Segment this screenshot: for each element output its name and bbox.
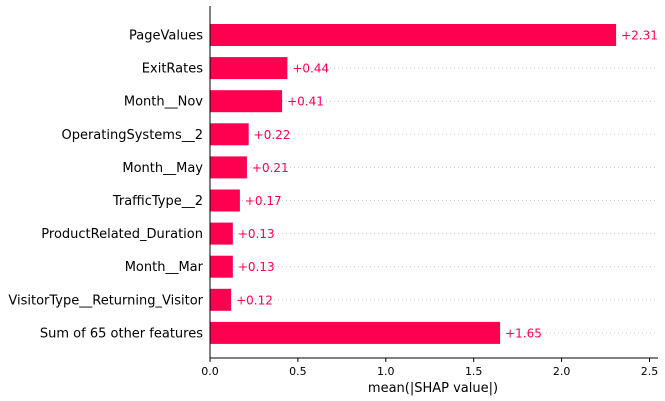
category-label-8: VisitorType__Returning_Visitor (8, 293, 203, 308)
value-label-9: +1.65 (505, 326, 542, 340)
bar-layer (210, 24, 617, 344)
category-label-7: Month__Mar (125, 260, 204, 275)
bar-6 (210, 222, 233, 245)
value-label-5: +0.17 (245, 194, 282, 208)
bar-3 (210, 123, 249, 146)
category-label-9: Sum of 65 other features (40, 326, 203, 341)
x-tick-label: 1.5 (465, 365, 483, 378)
category-label-4: Month__May (122, 161, 203, 176)
x-tick-label: 2.0 (553, 365, 571, 378)
value-label-3: +0.22 (254, 128, 291, 142)
value-label-7: +0.13 (238, 260, 275, 274)
bar-2 (210, 90, 283, 113)
bar-1 (210, 57, 288, 80)
x-tick-label: 0.5 (289, 365, 307, 378)
category-label-layer: PageValues ExitRates Month__Nov OperatingSy… (8, 29, 203, 342)
value-label-6: +0.13 (238, 227, 275, 241)
value-label-8: +0.12 (236, 293, 273, 307)
x-tick-label: 1.0 (377, 365, 395, 378)
category-label-5: TrafficType__2 (112, 194, 203, 209)
category-label-0: PageValues (129, 29, 203, 44)
bar-0 (210, 24, 617, 46)
x-tick-label: 2.5 (641, 365, 659, 378)
value-label-4: +0.21 (252, 161, 289, 175)
bar-9 (210, 321, 501, 344)
value-label-1: +0.44 (292, 62, 329, 76)
bar-5 (210, 189, 240, 212)
category-label-3: OperatingSystems__2 (61, 128, 203, 143)
bar-8 (210, 288, 232, 311)
category-label-2: Month__Nov (124, 95, 203, 110)
bar-4 (210, 156, 247, 179)
x-axis-title: mean(|SHAP value|) (368, 381, 498, 396)
value-label-0: +2.31 (621, 29, 658, 43)
x-tick-layer: 0.0 0.5 1.0 1.5 2.0 2.5 (201, 358, 658, 378)
bar-7 (210, 255, 233, 278)
category-label-6: ProductRelated_Duration (41, 227, 203, 242)
category-label-1: ExitRates (142, 62, 203, 77)
value-label-2: +0.41 (287, 95, 324, 109)
x-tick-label: 0.0 (201, 365, 219, 378)
value-label-layer: +2.31 +0.44 +0.41 +0.22 +0.21 +0.17 +0.13 +0.13… (236, 29, 658, 341)
grid-layer (210, 34, 658, 334)
